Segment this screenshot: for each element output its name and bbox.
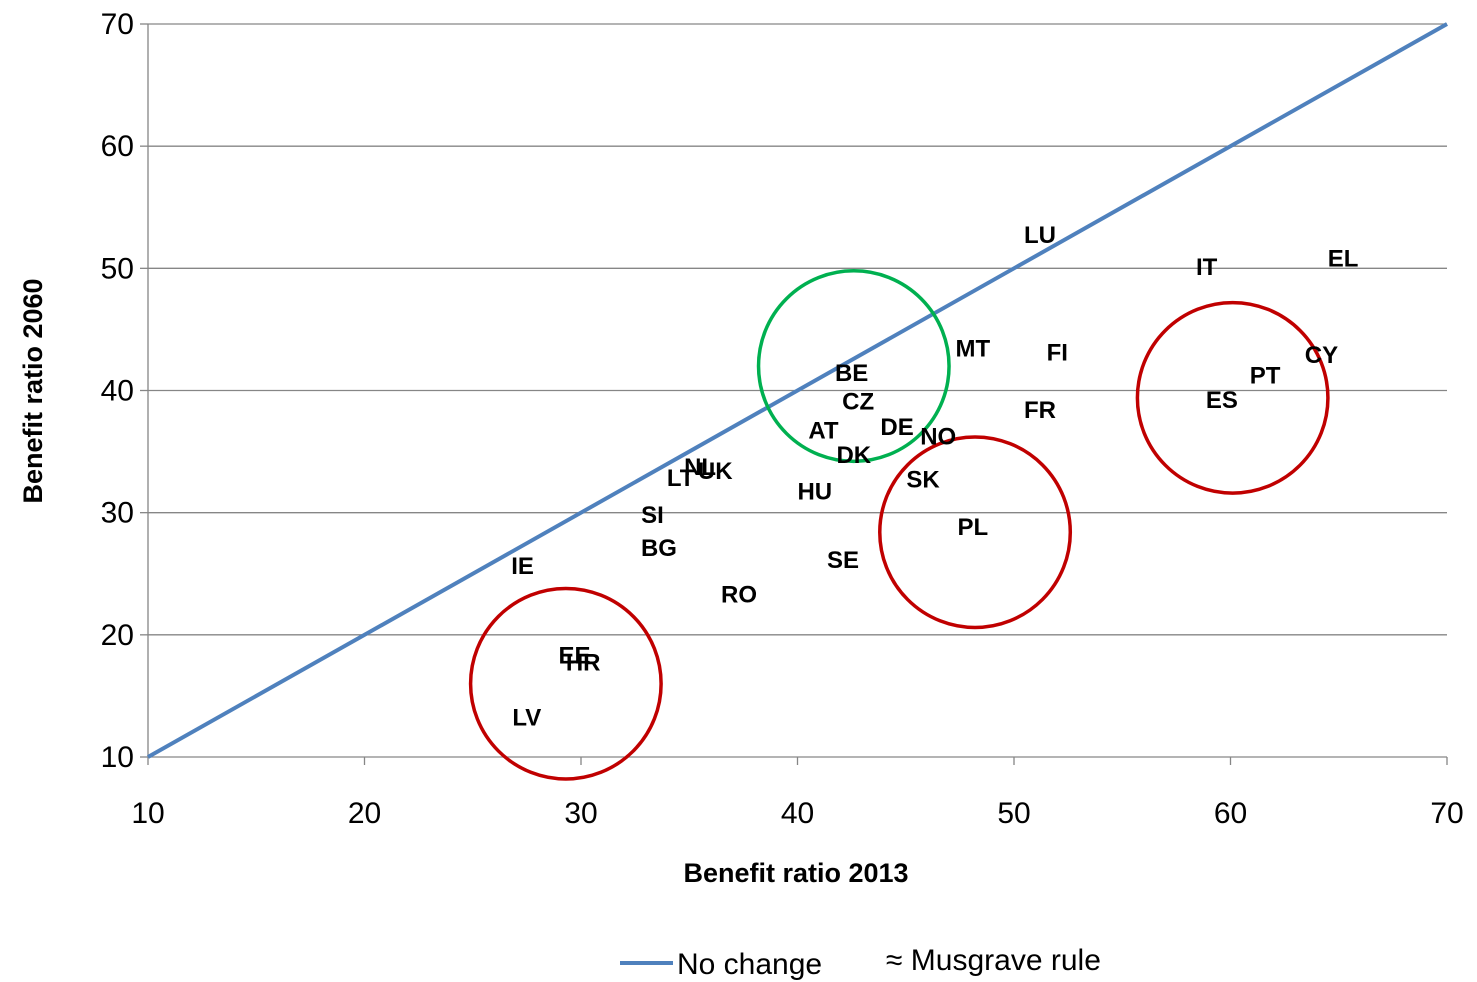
point-label-sk: SK	[906, 466, 940, 493]
axes	[140, 23, 1448, 765]
point-label-cz: CZ	[842, 388, 874, 415]
point-label-hu: HU	[797, 479, 832, 506]
point-label-cy: CY	[1305, 342, 1338, 369]
point-label-fr: FR	[1024, 397, 1056, 424]
point-label-ie: IE	[511, 553, 534, 580]
point-label-ro: RO	[721, 581, 757, 608]
y-tick-label-60: 60	[101, 130, 134, 163]
point-label-no: NO	[920, 424, 956, 451]
point-label-si: SI	[641, 502, 664, 529]
legend: No change ≈ Musgrave rule	[620, 944, 1101, 981]
point-label-be: BE	[835, 360, 868, 387]
y-tick-label-10: 10	[101, 741, 134, 774]
point-label-de: DE	[880, 414, 913, 441]
x-tick-label-50: 50	[997, 797, 1030, 830]
highlight-circle-1	[756, 269, 951, 464]
y-tick-label-50: 50	[101, 252, 134, 285]
point-label-uk: UK	[698, 458, 733, 485]
highlight-circle-3	[878, 435, 1073, 630]
point-label-lt: LT	[667, 465, 695, 492]
y-tick-labels: 10 20 30 40 50 60 70	[101, 8, 134, 774]
x-tick-label-70: 70	[1430, 797, 1463, 830]
x-tick-labels: 10 20 30 40 50 60 70	[131, 797, 1463, 830]
point-label-it: IT	[1196, 254, 1218, 281]
point-label-hr: HR	[566, 650, 601, 677]
no-change-line-layer	[147, 22, 1448, 759]
x-tick-label-60: 60	[1214, 797, 1247, 830]
point-label-el: EL	[1328, 245, 1359, 272]
legend-no-change: No change	[677, 948, 822, 981]
point-label-pl: PL	[958, 514, 989, 541]
point-label-se: SE	[827, 547, 859, 574]
point-label-mt: MT	[956, 336, 991, 363]
gridlines	[148, 23, 1447, 636]
y-tick-label-30: 30	[101, 497, 134, 530]
highlight-circle-4	[1135, 300, 1330, 495]
highlight-circle-2	[468, 586, 663, 781]
no-change-line	[147, 22, 1448, 759]
x-axis-title: Benefit ratio 2013	[683, 858, 908, 888]
y-tick-label-20: 20	[101, 619, 134, 652]
y-tick-label-40: 40	[101, 375, 134, 408]
y-tick-label-70: 70	[101, 8, 134, 41]
point-label-at: AT	[808, 418, 839, 445]
highlight-circles	[468, 269, 1330, 781]
legend-musgrave-rule: ≈ Musgrave rule	[886, 944, 1101, 977]
point-label-dk: DK	[836, 442, 871, 469]
point-label-pt: PT	[1250, 363, 1281, 390]
point-label-es: ES	[1206, 387, 1238, 414]
x-tick-label-30: 30	[564, 797, 597, 830]
point-label-bg: BG	[641, 535, 677, 562]
point-label-nl: NL	[684, 454, 716, 481]
x-tick-label-20: 20	[348, 797, 381, 830]
x-tick-label-10: 10	[131, 797, 164, 830]
point-label-ee: EE	[558, 642, 590, 669]
point-label-fi: FI	[1047, 339, 1068, 366]
y-axis-title: Benefit ratio 2060	[18, 278, 48, 503]
point-label-lv: LV	[512, 705, 541, 732]
x-tick-label-40: 40	[781, 797, 814, 830]
point-label-lu: LU	[1024, 222, 1056, 249]
